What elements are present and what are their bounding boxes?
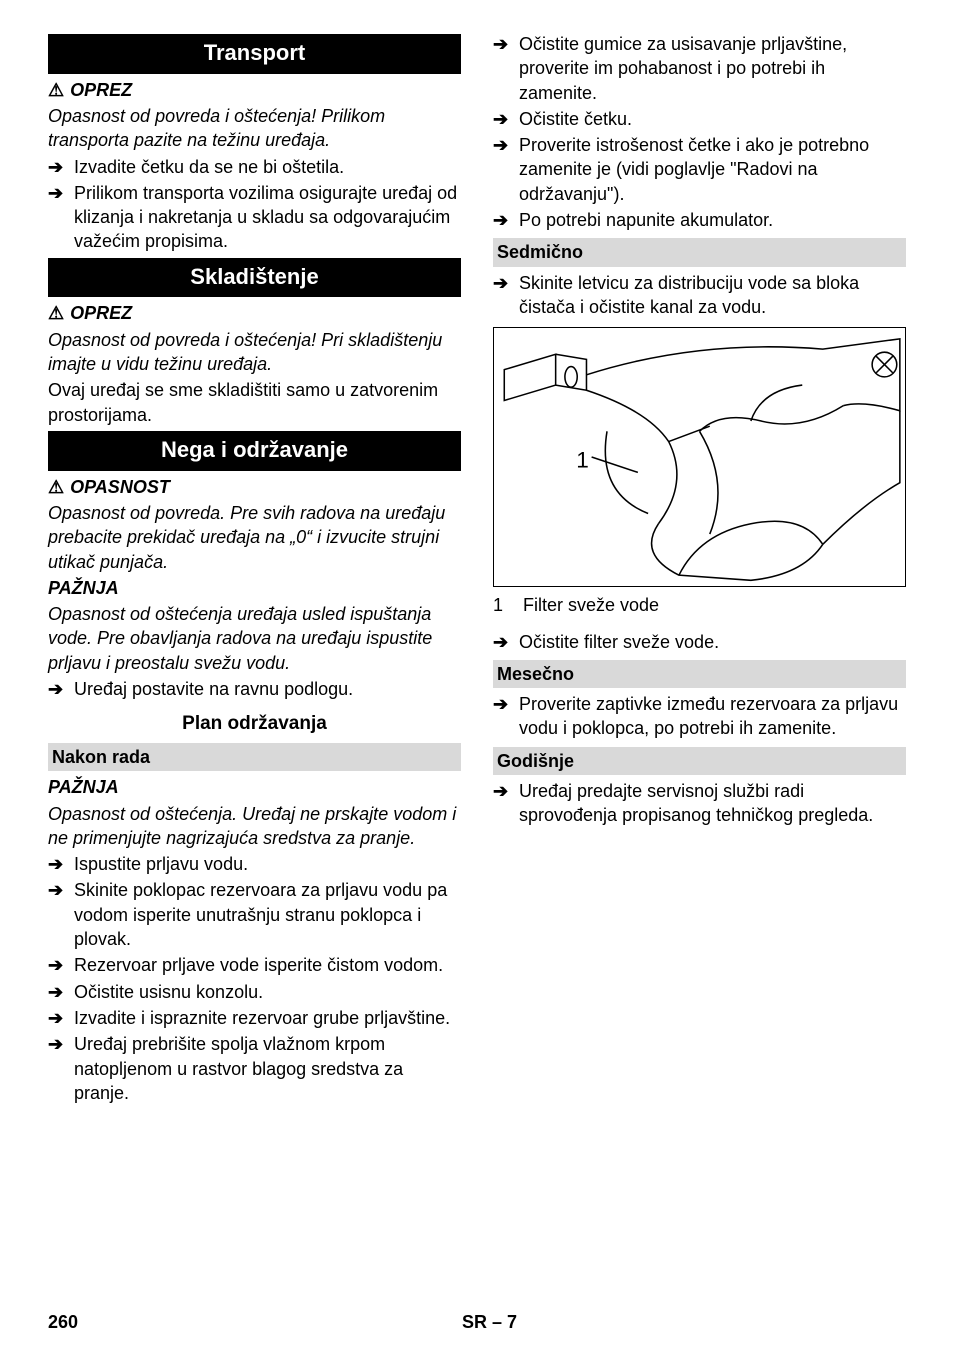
storage-after: Ovaj uređaj se sme skladištiti samo u za… [48,378,461,427]
attn-label-maint: PAŽNJA [48,576,461,600]
attn-text-after: Opasnost od oštećenja. Uređaj ne prskajt… [48,802,461,851]
list-item: Skinite letvicu za distribuciju vode sa … [493,271,906,320]
page: Transport OPREZ Opasnost od povreda i oš… [0,0,954,1354]
attn-label-after: PAŽNJA [48,775,461,799]
warn-text-storage: Opasnost od povreda i oštećenja! Pri skl… [48,328,461,377]
heading-plan: Plan održavanja [48,711,461,737]
list-item: Uređaj postavite na ravnu podlogu. [48,677,461,701]
list-item: Očistite gumice za usisavanje prljavštin… [493,32,906,105]
heading-after-work: Nakon rada [48,743,461,771]
figure-svg: 1 [494,328,905,586]
figure-filter: 1 [493,327,906,587]
list-item: Skinite poklopac rezervoara za prljavu v… [48,878,461,951]
list-item: Očistite četku. [493,107,906,131]
danger-text: Opasnost od povreda. Pre svih radova na … [48,501,461,574]
heading-yearly: Godišnje [493,747,906,775]
list-item: Izvadite i ispraznite rezervoar grube pr… [48,1006,461,1030]
right-column: Očistite gumice za usisavanje prljavštin… [493,30,906,1107]
list-item: Uređaj predajte servisnoj službi radi sp… [493,779,906,828]
list-after-fig: Očistite filter sveže vode. [493,630,906,654]
caption-num: 1 [493,593,507,617]
warn-opasnost: OPASNOST [48,475,461,499]
page-number: 260 [48,1310,78,1334]
columns: Transport OPREZ Opasnost od povreda i oš… [48,30,906,1107]
page-code: SR – 7 [462,1310,517,1334]
heading-weekly: Sedmično [493,238,906,266]
list-item: Prilikom transporta vozilima osigurajte … [48,181,461,254]
list-item: Izvadite četku da se ne bi oštetila. [48,155,461,179]
caption-text: Filter sveže vode [523,593,659,617]
list-item: Proverite zaptivke između rezervoara za … [493,692,906,741]
heading-monthly: Mesečno [493,660,906,688]
list-monthly: Proverite zaptivke između rezervoara za … [493,692,906,741]
list-weekly: Skinite letvicu za distribuciju vode sa … [493,271,906,320]
left-column: Transport OPREZ Opasnost od povreda i oš… [48,30,461,1107]
list-yearly: Uređaj predajte servisnoj službi radi sp… [493,779,906,828]
warn-text-transport: Opasnost od povreda i oštećenja! Priliko… [48,104,461,153]
list-item: Ispustite prljavu vodu. [48,852,461,876]
list-item: Uređaj prebrišite spolja vlažnom krpom n… [48,1032,461,1105]
list-after-work: Ispustite prljavu vodu. Skinite poklopac… [48,852,461,1105]
heading-transport: Transport [48,34,461,74]
heading-maint: Nega i održavanje [48,431,461,471]
warn-oprez-storage: OPREZ [48,301,461,325]
figure-caption: 1 Filter sveže vode [493,593,906,617]
list-item: Rezervoar prljave vode isperite čistom v… [48,953,461,977]
list-right-top: Očistite gumice za usisavanje prljavštin… [493,32,906,232]
list-transport: Izvadite četku da se ne bi oštetila. Pri… [48,155,461,254]
warn-oprez-transport: OPREZ [48,78,461,102]
heading-storage: Skladištenje [48,258,461,298]
list-item: Po potrebi napunite akumulator. [493,208,906,232]
list-item: Očistite filter sveže vode. [493,630,906,654]
list-item: Očistite usisnu konzolu. [48,980,461,1004]
figure-callout: 1 [576,448,589,473]
list-maint: Uređaj postavite na ravnu podlogu. [48,677,461,701]
page-footer: 260 SR – 7 . [48,1310,906,1334]
list-item: Proverite istrošenost četke i ako je pot… [493,133,906,206]
attn-text-maint: Opasnost od oštećenja uređaja usled ispu… [48,602,461,675]
